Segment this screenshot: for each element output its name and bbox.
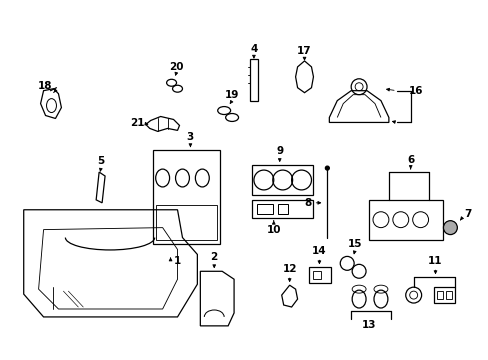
Text: 5: 5 (97, 156, 104, 166)
Bar (256, 204, 272, 214)
Circle shape (443, 221, 456, 235)
Bar (309, 267, 331, 283)
Text: 21: 21 (130, 118, 145, 129)
Bar (313, 271, 321, 279)
Text: 9: 9 (276, 146, 283, 156)
Text: 13: 13 (361, 320, 375, 330)
Text: 4: 4 (250, 44, 257, 54)
Text: 17: 17 (297, 46, 311, 56)
Bar (437, 291, 443, 299)
Text: 1: 1 (174, 256, 181, 266)
Text: 2: 2 (210, 252, 218, 262)
Bar (277, 204, 287, 214)
Bar (155, 205, 217, 239)
Text: 20: 20 (169, 62, 183, 72)
Bar (152, 150, 220, 244)
Bar (446, 291, 451, 299)
Text: 10: 10 (266, 225, 281, 235)
Text: 7: 7 (464, 209, 471, 219)
Bar (433, 287, 454, 303)
Text: 19: 19 (224, 90, 239, 100)
Text: 18: 18 (38, 81, 53, 91)
Text: 8: 8 (303, 198, 310, 208)
Bar (251, 165, 313, 195)
Bar (251, 200, 313, 218)
Bar (249, 59, 257, 100)
Text: 16: 16 (407, 86, 422, 96)
Text: 14: 14 (311, 247, 326, 256)
Text: 15: 15 (347, 239, 362, 248)
Text: 11: 11 (427, 256, 442, 266)
Circle shape (325, 166, 328, 170)
Text: 3: 3 (186, 132, 194, 142)
Bar (368, 200, 443, 239)
Text: 12: 12 (282, 264, 296, 274)
Text: 6: 6 (406, 155, 413, 165)
